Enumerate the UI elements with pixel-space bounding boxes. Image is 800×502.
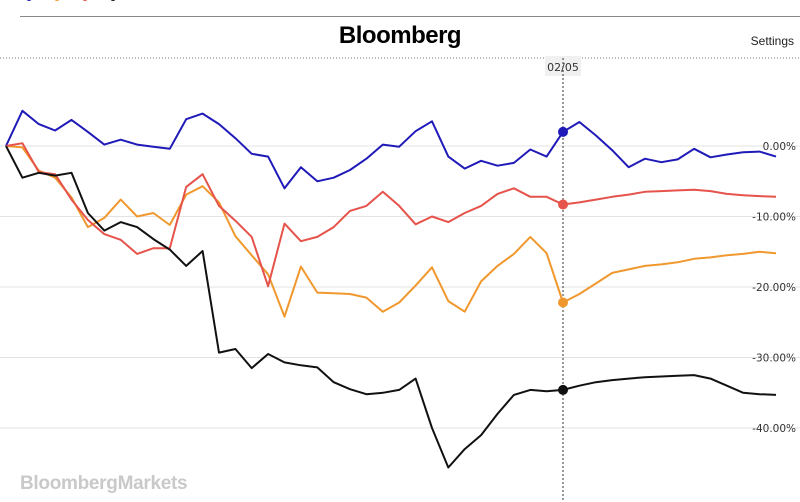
- legend-item[interactable]: [110, 0, 120, 1]
- legend-strip: [0, 0, 800, 18]
- crosshair-markers: [558, 126, 569, 395]
- series-line-1[interactable]: [5, 145, 777, 318]
- y-tick-label: -40.00%: [752, 423, 796, 435]
- crosshair: 02/05: [545, 56, 582, 502]
- crosshair-marker: [558, 199, 569, 210]
- crosshair-date-label: 02/05: [547, 61, 579, 74]
- crosshair-marker: [558, 384, 569, 395]
- legend-swatch: [54, 0, 60, 1]
- top-divider: [20, 16, 800, 17]
- series-line-0[interactable]: [5, 109, 777, 190]
- brand-title: Bloomberg: [338, 22, 462, 49]
- series-line-3[interactable]: [5, 145, 777, 469]
- legend-swatch: [110, 0, 116, 1]
- y-tick-label: -10.00%: [752, 212, 796, 224]
- legend-item[interactable]: [82, 0, 92, 1]
- legend-swatch: [82, 0, 88, 1]
- legend: [26, 0, 120, 1]
- legend-swatch: [26, 0, 32, 1]
- legend-item[interactable]: [26, 0, 36, 1]
- y-axis-ticks: 0.00% -10.00% -20.00% -30.00% -40.00%: [752, 141, 796, 435]
- watermark-logo: BloombergMarkets: [20, 473, 188, 494]
- series-line-2[interactable]: [5, 142, 777, 288]
- settings-button[interactable]: Settings: [750, 34, 794, 48]
- y-tick-label: -30.00%: [752, 353, 796, 365]
- gridlines: [0, 57, 800, 429]
- crosshair-marker: [558, 297, 569, 308]
- series-lines: [5, 109, 777, 469]
- y-tick-label: -20.00%: [752, 282, 796, 294]
- y-tick-label: 0.00%: [763, 141, 796, 153]
- legend-item[interactable]: [54, 0, 64, 1]
- crosshair-marker: [558, 126, 569, 137]
